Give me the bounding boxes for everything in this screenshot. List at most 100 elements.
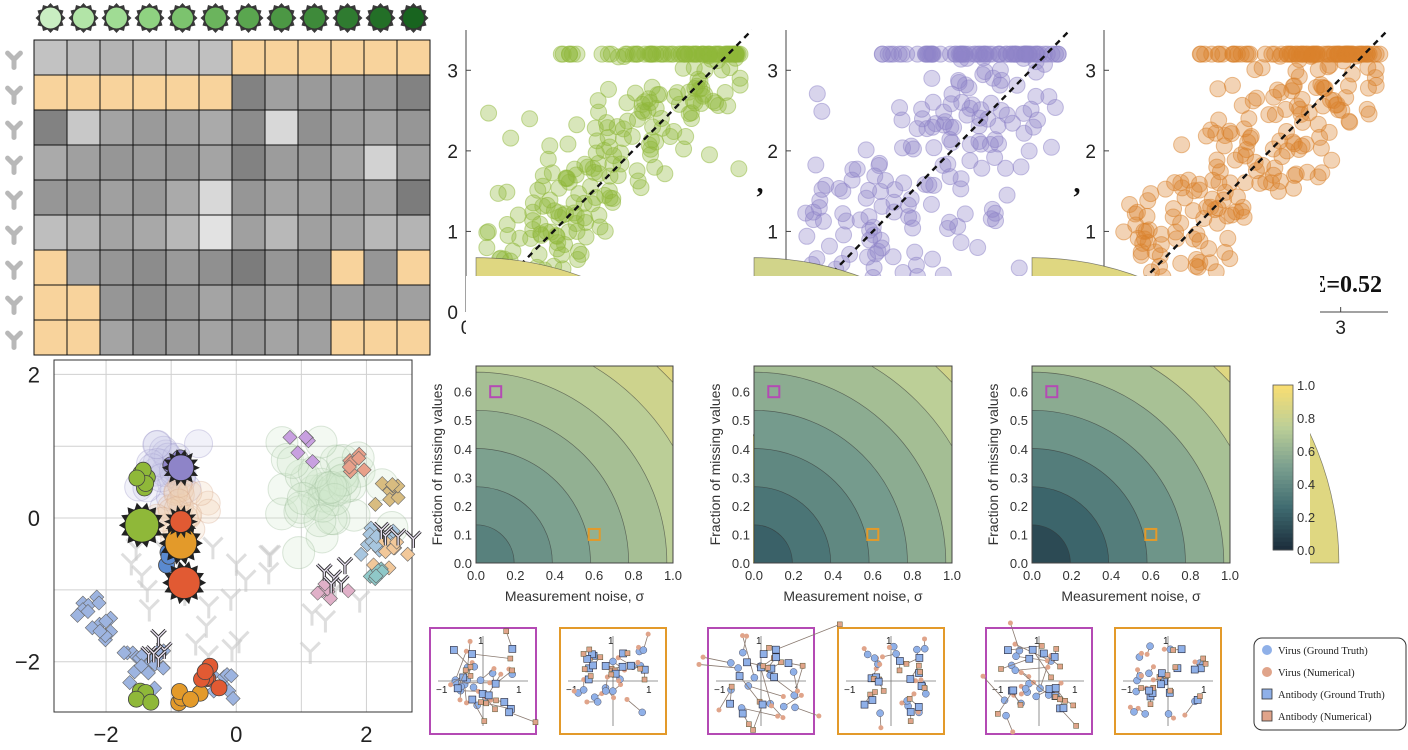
y-tick-label: −2: [15, 650, 40, 675]
virus-centroid: [167, 566, 201, 600]
antibody-diamond: [390, 490, 406, 506]
mini-antibody-numerical: [872, 689, 878, 695]
heatmap-cell: [198, 284, 233, 321]
mini-tick-label: −1: [992, 685, 1004, 696]
heatmap-cell: [297, 39, 332, 76]
mini-virus-numerical: [980, 673, 986, 679]
mini-virus-numerical: [861, 646, 867, 652]
scatter-point: [1219, 229, 1237, 247]
antibody-diamond: [298, 429, 314, 445]
colorbar-tick-label: 0.0: [1297, 543, 1315, 558]
colorbar-segment: [1273, 446, 1293, 452]
heatmap-cell: [33, 319, 68, 356]
scatter-point: [934, 156, 952, 174]
scatter-point: [1164, 208, 1182, 226]
scatter-point: [941, 213, 959, 231]
mini-virus-truth: [1164, 710, 1173, 718]
mini-virus-numerical: [1161, 646, 1167, 652]
heatmap-cell: [198, 74, 233, 111]
mini-virus-numerical: [899, 700, 905, 706]
scatter-point: [1246, 153, 1264, 171]
scatter-point: [1235, 120, 1253, 138]
x-tick-label: 1.0: [664, 568, 682, 583]
scatter-point: [961, 152, 979, 170]
heatmap-cell: [165, 109, 200, 146]
heatmap-cell: [231, 179, 266, 216]
mini-antibody-numerical: [581, 666, 588, 672]
scatter-point: [730, 160, 748, 178]
scatter-point: [539, 150, 557, 168]
antibody-diamond: [367, 496, 383, 512]
colorbar-segment: [1273, 430, 1293, 435]
heatmap-cell: [297, 249, 332, 286]
scatter-point: [1311, 128, 1329, 146]
heatmap-cell: [33, 39, 68, 76]
scatter-point: [1371, 45, 1389, 63]
mini-antibody-numerical: [1202, 661, 1209, 667]
mini-antibody-truth: [505, 708, 513, 717]
y-tick-label: 3: [447, 61, 458, 82]
mini-antibody-truth: [1157, 680, 1165, 689]
mini-virus-truth: [739, 648, 747, 657]
mini-antibody-numerical: [1057, 663, 1063, 670]
antibody-icon: [5, 120, 23, 140]
scatter-point: [1136, 230, 1154, 248]
heatmap-cell: [33, 214, 68, 251]
y-tick-label: 1: [1085, 222, 1096, 243]
scatter-point: [1040, 88, 1058, 106]
mini-antibody-numerical: [995, 711, 1001, 717]
antibody-glyph: [220, 588, 242, 611]
legend-swatch: [1262, 645, 1272, 655]
mini-antibody-numerical: [580, 651, 587, 657]
heatmap-cell: [66, 109, 101, 146]
scatter-point: [1233, 96, 1251, 114]
mini-virus-truth: [790, 691, 799, 700]
mini-virus-truth: [876, 709, 884, 717]
heatmap-cell: [264, 144, 299, 181]
heatmap-cell: [363, 179, 398, 216]
scatter-point: [1006, 45, 1024, 63]
antibody-diamond: [384, 477, 400, 493]
heatmap-cell: [231, 249, 266, 286]
antibody-glyph: [185, 632, 207, 656]
scatter-point: [925, 176, 943, 194]
scatter-point: [945, 118, 963, 136]
scatter-point: [1273, 148, 1291, 166]
scatter-point: [1367, 76, 1385, 94]
scatter-point: [534, 197, 552, 215]
mini-error-line: [1000, 658, 1030, 670]
mini-virus-numerical: [1192, 659, 1198, 665]
heatmap-cell: [66, 39, 101, 76]
scatter-point: [895, 174, 913, 192]
mini-error-line: [742, 635, 755, 678]
x-tick-label: 0.6: [1142, 568, 1160, 583]
scatter-point: [1046, 98, 1064, 116]
heatmap-cell: [165, 39, 200, 76]
colorbar-segment: [1273, 451, 1293, 456]
scatter-point: [478, 239, 496, 257]
mini-antibody-truth: [468, 695, 477, 704]
virus-cloud-point: [300, 487, 334, 521]
antibody-diamond: [98, 613, 114, 629]
antibody-diamond: [91, 595, 107, 611]
legend-label: Virus (Numerical): [1278, 668, 1355, 679]
mini-virus-truth: [791, 703, 799, 712]
x-tick-label: 0.0: [467, 568, 485, 583]
heatmap-cell: [264, 179, 299, 216]
scatter-point: [1167, 223, 1185, 241]
heatmap-cell: [363, 109, 398, 146]
antibody-glyph-light: [405, 531, 422, 548]
mini-error-line: [982, 675, 1005, 701]
mini-error-line: [1039, 655, 1052, 689]
scatter-point: [925, 139, 943, 157]
mini-virus-truth: [789, 668, 798, 676]
scatter-point: [568, 116, 586, 134]
clip-mask: [744, 276, 1042, 366]
x-tick-label: 1.0: [1221, 568, 1239, 583]
x-tick-label: 0.4: [824, 568, 842, 583]
colorbar-segment: [1273, 529, 1293, 534]
y-tick-label: 0.2: [454, 499, 472, 514]
scatter-point: [593, 45, 611, 63]
virus-cloud-point: [282, 536, 316, 570]
mini-virus-numerical: [1150, 664, 1156, 670]
